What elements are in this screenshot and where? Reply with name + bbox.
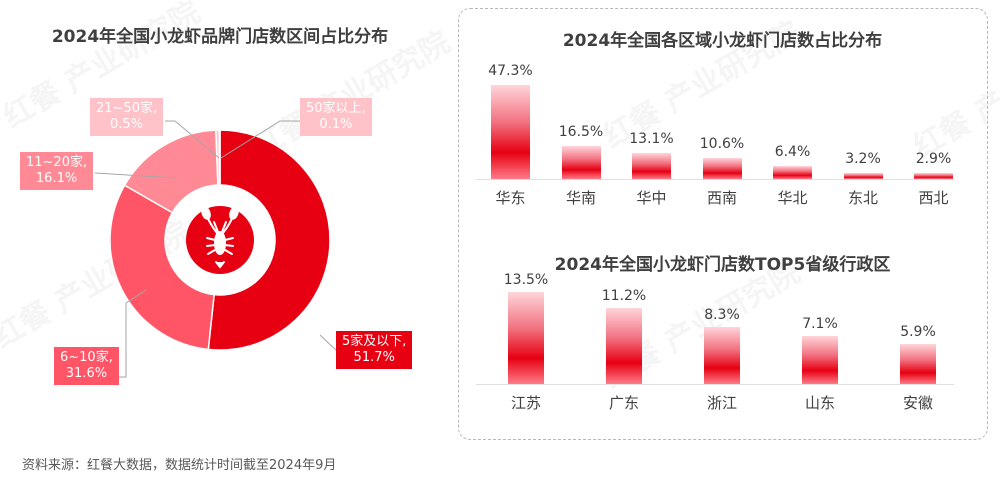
bar bbox=[606, 307, 642, 384]
bar bbox=[491, 85, 530, 179]
category-label: 华中 bbox=[636, 189, 667, 207]
x-axis bbox=[476, 179, 954, 180]
leader-line bbox=[319, 334, 339, 353]
bar-value-label: 13.1% bbox=[629, 130, 674, 147]
label-50-plus: 50家以上, 0.1% bbox=[300, 98, 372, 136]
label-6-10: 6~10家, 31.6% bbox=[54, 347, 119, 385]
bar-value-label: 3.2% bbox=[845, 150, 881, 167]
bar bbox=[773, 166, 812, 179]
bar bbox=[900, 343, 936, 384]
category-label: 安徽 bbox=[902, 394, 933, 412]
donut-chart bbox=[94, 120, 339, 378]
category-label: 江苏 bbox=[510, 394, 541, 412]
category-label: 华南 bbox=[565, 189, 596, 207]
bar bbox=[802, 335, 838, 384]
bar-value-label: 16.5% bbox=[558, 124, 604, 141]
bar-value-label: 11.2% bbox=[601, 287, 647, 304]
right-panel bbox=[458, 8, 988, 440]
donut-slices bbox=[109, 129, 331, 351]
bar bbox=[914, 173, 953, 179]
category-label: 山东 bbox=[804, 394, 835, 412]
category-label: 西北 bbox=[918, 189, 949, 207]
category-label: 东北 bbox=[847, 189, 878, 207]
donut-slice bbox=[207, 129, 331, 351]
bar-value-label: 13.5% bbox=[503, 272, 549, 288]
label-21-50: 21~50家, 0.5% bbox=[90, 98, 164, 136]
province-chart-title: 2024年全国小龙虾门店数TOP5省级行政区 bbox=[554, 255, 891, 275]
crayfish-icon bbox=[201, 206, 239, 269]
bar-value-label: 5.9% bbox=[900, 323, 936, 340]
bar-value-label: 8.3% bbox=[704, 307, 740, 324]
bar-value-label: 2.9% bbox=[915, 151, 952, 168]
bar bbox=[561, 146, 601, 179]
region-bar-chart: 47.3% 华东 16.5% 华南 13.1% 华中 10.6% 西南 6.4% 华北 3.2% 东北… bbox=[476, 60, 966, 220]
leader-line bbox=[116, 289, 147, 378]
bar bbox=[508, 292, 544, 384]
bar-value-label: 47.3% bbox=[488, 63, 533, 79]
bar bbox=[843, 172, 883, 179]
donut-slice bbox=[109, 184, 215, 351]
bar bbox=[702, 157, 742, 179]
leader-line bbox=[220, 120, 300, 159]
bar-value-label: 6.4% bbox=[774, 144, 811, 161]
donut-slice bbox=[218, 129, 221, 186]
label-11-20: 11~20家, 16.1% bbox=[20, 152, 94, 190]
region-chart-title: 2024年全国各区域小龙虾门店数占比分布 bbox=[562, 31, 883, 51]
category-label: 华东 bbox=[495, 189, 526, 207]
category-label: 广东 bbox=[608, 394, 639, 412]
left-chart-title: 2024年全国小龙虾品牌门店数区间占比分布 bbox=[51, 27, 389, 47]
category-label: 浙江 bbox=[706, 394, 737, 412]
leader-lines bbox=[94, 120, 339, 378]
category-label: 华北 bbox=[777, 189, 808, 207]
leader-line bbox=[165, 120, 220, 159]
bar-value-label: 10.6% bbox=[699, 135, 745, 152]
label-5-and-below: 5家及以下, 51.7% bbox=[336, 331, 413, 369]
category-label: 西南 bbox=[706, 189, 737, 207]
x-axis bbox=[476, 384, 954, 385]
bar-value-label: 7.1% bbox=[802, 315, 838, 332]
bar bbox=[632, 152, 671, 179]
bar bbox=[704, 327, 740, 384]
province-bar-chart: 13.5% 江苏 11.2% 广东 8.3% 浙江 7.1% 山东 5.9% 安徽 bbox=[476, 272, 966, 430]
source-note: 资料来源：红餐大数据，数据统计时间截至2024年9月 bbox=[22, 458, 337, 473]
leader-line bbox=[94, 172, 177, 179]
